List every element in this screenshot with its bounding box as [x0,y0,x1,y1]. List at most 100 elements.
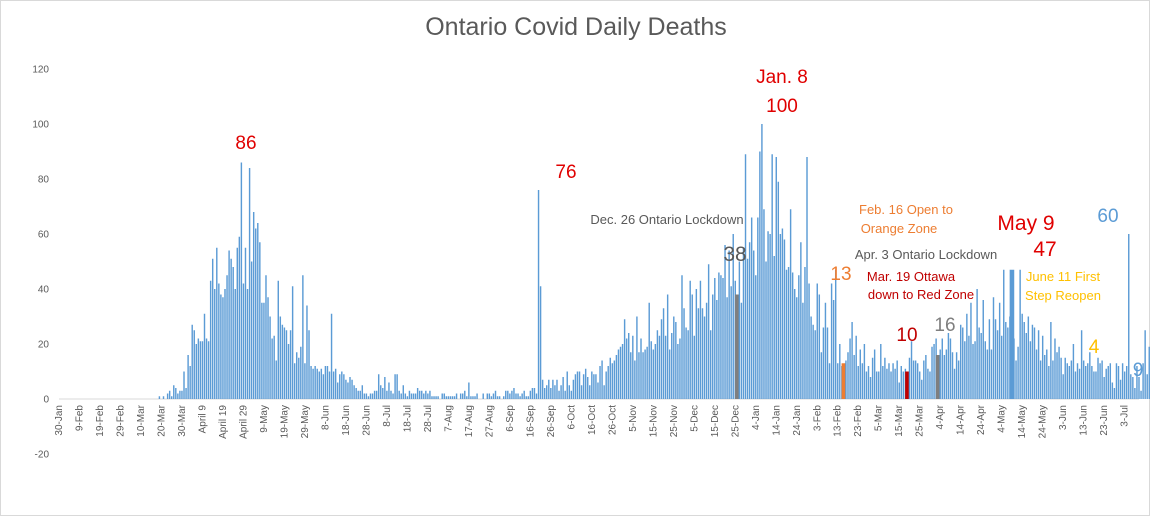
data-bar [787,267,790,399]
data-bar [517,393,519,399]
data-bar [207,341,210,399]
data-bar [334,368,337,399]
data-bar [492,393,495,399]
data-bar [507,390,509,399]
data-bar [882,366,884,399]
data-bar [158,396,161,399]
data-bar [240,162,243,399]
data-bar [703,316,706,399]
x-tick-label: 4-Jan [751,405,762,430]
data-bar [601,360,603,399]
annotation-label: May 9 [997,212,1054,235]
data-bar [1029,341,1032,399]
data-bar [1072,344,1075,399]
data-bar [1000,335,1003,399]
data-bar [252,212,255,399]
data-bar [486,393,489,399]
data-bar [992,297,995,399]
data-bar [865,371,868,399]
data-bar [519,396,521,399]
data-bar [712,294,714,399]
data-bar [226,275,228,399]
data-bar [377,374,380,399]
data-bar [502,396,505,399]
data-bar [759,151,761,399]
data-bar [435,396,437,399]
data-bar [168,390,171,399]
data-bar [1080,330,1083,399]
data-bar [628,333,630,399]
data-bar [878,371,880,399]
annotation-label: 13 [830,264,851,285]
data-bar [1027,316,1030,399]
data-bar [224,289,226,399]
data-bar [281,324,284,399]
annotation-label: 100 [766,96,798,117]
data-bar [662,308,665,399]
data-bar [855,335,857,399]
data-bar [453,396,456,399]
data-bar [648,302,650,399]
data-bar [474,396,476,399]
highlight-bar [935,355,941,399]
data-bar [1007,327,1009,399]
data-bar [718,272,720,399]
x-tick-label: 26-Oct [607,405,618,435]
data-bar [261,302,263,399]
data-bar [738,261,741,399]
data-bar [955,352,958,399]
data-bar [523,390,525,399]
data-bar [568,385,570,399]
annotation-label: 76 [555,162,576,183]
data-bar [214,289,216,399]
data-bar [365,393,368,399]
data-bar [197,338,200,399]
data-bar [650,341,652,399]
data-bar [359,390,361,399]
data-bar [1119,379,1122,399]
data-bar [800,242,802,399]
data-bar [209,280,212,399]
data-bar [443,393,445,399]
x-tick-label: 14-May [1017,405,1028,438]
highlight-bar [1009,269,1015,399]
data-bar [236,247,238,399]
highlight-bar [905,371,910,399]
data-bar [312,368,314,399]
data-bar [869,377,872,399]
data-bar [919,371,921,399]
data-bar [515,393,517,399]
data-bar [595,374,597,399]
data-bar [1039,360,1042,399]
data-bar [1037,330,1040,399]
x-tick-label: 15-Mar [894,404,905,436]
data-bar [755,275,757,399]
data-bar [494,390,497,399]
data-bar [162,396,165,399]
data-bar [689,280,691,399]
data-bar [959,324,962,399]
annotation-label: 38 [723,243,746,266]
data-bar [632,335,634,399]
data-bar [1115,363,1118,399]
data-bar [933,344,935,399]
data-bar [470,396,472,399]
data-bar [1105,368,1107,399]
data-bar [279,316,282,399]
data-bar [472,396,474,399]
data-bar [490,396,493,399]
data-bar [560,385,562,399]
data-bar [437,396,439,399]
data-bar [400,393,402,399]
x-tick-label: 13-Jun [1079,405,1090,436]
x-tick-label: April 19 [218,405,229,439]
data-bar [265,275,267,399]
data-bar [552,379,554,399]
data-bar [837,363,839,399]
data-bar [1111,382,1114,399]
data-bar [793,289,796,399]
data-bar [242,283,245,399]
x-tick-label: 25-Nov [669,405,680,437]
x-tick-label: 28-Jun [361,405,372,436]
x-tick-label: 6-Sep [505,405,516,432]
